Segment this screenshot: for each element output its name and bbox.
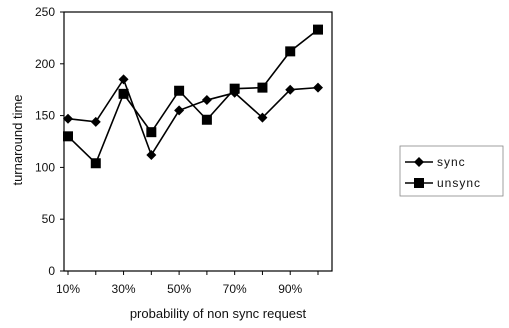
x-tick-label: 30%: [112, 282, 136, 296]
legend-marker: [414, 178, 424, 188]
x-tick-label: 70%: [223, 282, 247, 296]
legend-label: unsync: [437, 176, 481, 190]
legend-marker: [414, 157, 424, 167]
sync-point: [313, 82, 323, 93]
legend-label: sync: [437, 155, 466, 169]
legend-item-sync: sync: [405, 155, 466, 169]
sync-line: [67, 77, 319, 157]
unsync-point: [257, 82, 268, 93]
unsync-point: [63, 131, 73, 142]
legend: sync unsync: [399, 145, 504, 197]
x-tick-label: 50%: [167, 282, 191, 296]
plot-area: [63, 11, 333, 272]
y-tick-label: 100: [35, 160, 55, 174]
unsync-point: [146, 127, 157, 138]
sync-point: [118, 74, 129, 85]
sync-point: [174, 105, 185, 116]
legend-item-unsync: unsync: [405, 176, 481, 190]
x-tick-label: 10%: [56, 282, 80, 296]
y-axis-label: turnaround time: [10, 94, 25, 185]
x-axis-label: probability of non sync request: [130, 306, 307, 321]
unsync-point: [229, 83, 240, 94]
y-axis-ticks: 0 50 100 150 200 250: [35, 5, 64, 278]
unsync-point: [285, 46, 296, 57]
series-unsync: [63, 24, 323, 169]
legend-items: sync unsync: [405, 155, 481, 190]
sync-point: [285, 84, 296, 95]
sync-point: [63, 113, 73, 124]
x-axis-ticks: 10% 30% 50% 70% 90%: [56, 271, 319, 296]
y-tick-label: 200: [35, 57, 55, 71]
y-tick-label: 0: [48, 264, 55, 278]
unsync-point: [174, 85, 185, 96]
sync-point: [257, 112, 268, 123]
sync-point: [146, 149, 157, 160]
unsync-point: [90, 158, 101, 169]
y-tick-label: 50: [42, 212, 56, 226]
y-tick-label: 250: [35, 5, 55, 19]
y-tick-label: 150: [35, 109, 55, 123]
unsync-point: [201, 114, 212, 125]
unsync-line: [67, 28, 319, 165]
sync-point: [201, 95, 212, 106]
unsync-point: [118, 88, 129, 99]
x-tick-label: 90%: [278, 282, 302, 296]
series-layer: [63, 24, 323, 169]
sync-point: [90, 116, 101, 127]
unsync-point: [313, 24, 323, 35]
